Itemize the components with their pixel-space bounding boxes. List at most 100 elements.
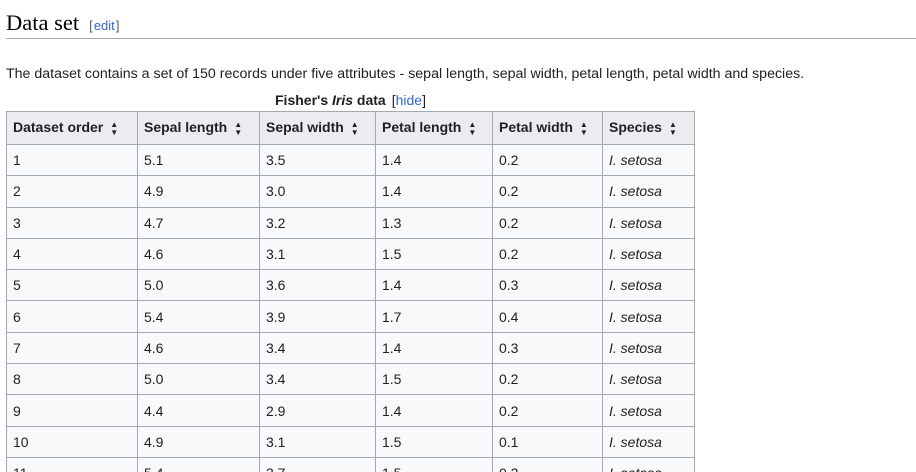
- cell-sepal-width: 3.0: [259, 175, 376, 208]
- cell-species: I. setosa: [602, 425, 695, 458]
- cell-sepal-length: 5.4: [137, 300, 260, 333]
- cell-sepal-width: 3.6: [259, 269, 376, 302]
- cell-sepal-length: 4.7: [137, 206, 260, 239]
- cell-species: I. setosa: [602, 331, 695, 365]
- cell-sepal-length: 4.6: [137, 331, 260, 365]
- column-header-sepal-length[interactable]: Sepal length ▲ ▼: [137, 111, 260, 145]
- table-row: 5 5.0 3.6 1.4 0.3 I. setosa: [6, 269, 695, 302]
- column-header-label: Petal length: [382, 119, 462, 136]
- caption-genus: Iris: [332, 92, 354, 108]
- cell-sepal-width: 2.9: [259, 394, 376, 427]
- cell-petal-width: 0.2: [492, 206, 603, 239]
- edit-link[interactable]: edit: [93, 18, 115, 33]
- cell-dataset-order: 2: [6, 175, 138, 208]
- cell-sepal-width: 3.7: [259, 456, 376, 472]
- table-row: 8 5.0 3.4 1.5 0.2 I. setosa: [6, 363, 695, 396]
- hide-toggle: [hide]: [392, 92, 426, 108]
- table-row: 6 5.4 3.9 1.7 0.4 I. setosa: [6, 300, 695, 333]
- cell-sepal-length: 5.4: [137, 456, 260, 472]
- cell-dataset-order: 9: [6, 394, 138, 427]
- cell-petal-length: 1.5: [375, 456, 493, 472]
- table-row: 4 4.6 3.1 1.5 0.2 I. setosa: [6, 237, 695, 271]
- cell-dataset-order: 6: [6, 300, 138, 333]
- table-row: 2 4.9 3.0 1.4 0.2 I. setosa: [6, 175, 695, 208]
- column-header-species[interactable]: Species ▲ ▼: [602, 111, 695, 145]
- cell-species: I. setosa: [602, 206, 695, 239]
- hide-link[interactable]: hide: [395, 92, 423, 108]
- cell-petal-width: 0.4: [492, 300, 603, 333]
- table-row: 1 5.1 3.5 1.4 0.2 I. setosa: [6, 143, 695, 177]
- cell-sepal-length: 4.6: [137, 237, 260, 271]
- cell-petal-width: 0.3: [492, 269, 603, 302]
- cell-petal-width: 0.1: [492, 425, 603, 458]
- cell-petal-width: 0.2: [492, 237, 603, 271]
- cell-species: I. setosa: [602, 269, 695, 302]
- cell-sepal-length: 5.1: [137, 143, 260, 177]
- column-header-dataset-order[interactable]: Dataset order ▲ ▼: [6, 111, 138, 145]
- table-row: 115.43.71.50.2I. setosa: [6, 456, 695, 472]
- sort-updown-icon: ▲ ▼: [579, 119, 588, 137]
- section-title: Data set: [6, 10, 80, 35]
- caption-suffix: data: [353, 92, 386, 108]
- cell-petal-width: 0.2: [492, 143, 603, 177]
- cell-sepal-length: 4.9: [137, 425, 260, 458]
- cell-sepal-length: 4.4: [137, 394, 260, 427]
- cell-petal-length: 1.4: [375, 175, 493, 208]
- hide-bracket-open: [: [391, 92, 396, 108]
- table-body: 1 5.1 3.5 1.4 0.2 I. setosa 2 4.9 3.0 1.4 0.2 I. se…: [6, 143, 695, 472]
- cell-sepal-length: 5.0: [137, 269, 260, 302]
- cell-petal-width: 0.2: [492, 175, 603, 208]
- cell-sepal-width: 3.9: [259, 300, 376, 333]
- cell-petal-length: 1.3: [375, 206, 493, 239]
- column-header-label: Sepal width: [266, 119, 344, 136]
- cell-petal-length: 1.4: [375, 143, 493, 177]
- cell-sepal-width: 3.4: [259, 331, 376, 365]
- sort-updown-icon: ▲ ▼: [668, 119, 677, 137]
- cell-dataset-order: 1: [6, 143, 138, 177]
- cell-petal-width: 0.2: [492, 394, 603, 427]
- cell-dataset-order: 3: [6, 206, 138, 239]
- cell-species: I. setosa: [602, 300, 695, 333]
- cell-sepal-width: 3.5: [259, 143, 376, 177]
- table-row: 9 4.4 2.9 1.4 0.2 I. setosa: [6, 394, 695, 427]
- column-header-label: Petal width: [499, 119, 573, 136]
- table-row: 7 4.6 3.4 1.4 0.3 I. setosa: [6, 331, 695, 365]
- cell-petal-length: 1.5: [375, 363, 493, 396]
- column-header-petal-length[interactable]: Petal length ▲ ▼: [375, 111, 493, 145]
- cell-petal-length: 1.4: [375, 331, 493, 365]
- cell-species: I. setosa: [602, 456, 695, 472]
- cell-petal-length: 1.4: [375, 394, 493, 427]
- cell-species: I. setosa: [602, 175, 695, 208]
- column-header-sepal-width[interactable]: Sepal width ▲ ▼: [259, 111, 376, 145]
- cell-sepal-width: 3.4: [259, 363, 376, 396]
- cell-species: I. setosa: [602, 143, 695, 177]
- cell-petal-width: 0.3: [492, 331, 603, 365]
- table-row: 3 4.7 3.2 1.3 0.2 I. setosa: [6, 206, 695, 239]
- iris-data-table: Dataset order ▲ ▼ Sepal length ▲ ▼ Sepal wid…: [6, 111, 695, 472]
- sort-updown-icon: ▲ ▼: [350, 119, 359, 137]
- cell-species: I. setosa: [602, 394, 695, 427]
- header-row: Dataset order ▲ ▼ Sepal length ▲ ▼ Sepal wid…: [6, 111, 695, 145]
- cell-sepal-length: 5.0: [137, 363, 260, 396]
- column-header-label: Sepal length: [144, 119, 228, 136]
- hide-bracket-close: ]: [422, 92, 426, 108]
- cell-dataset-order: 4: [6, 237, 138, 271]
- table-caption: Fisher's Iris data [hide]: [6, 90, 695, 110]
- cell-sepal-width: 3.1: [259, 425, 376, 458]
- cell-petal-length: 1.5: [375, 237, 493, 271]
- cell-sepal-width: 3.1: [259, 237, 376, 271]
- cell-dataset-order: 5: [6, 269, 138, 302]
- cell-species: I. setosa: [602, 237, 695, 271]
- table-row: 10 4.9 3.1 1.5 0.1 I. setosa: [6, 425, 695, 458]
- cell-dataset-order: 7: [6, 331, 138, 365]
- edit-bracket-close: ]: [115, 18, 120, 33]
- column-header-petal-width[interactable]: Petal width ▲ ▼: [492, 111, 603, 145]
- cell-dataset-order: 8: [6, 363, 138, 396]
- sort-updown-icon: ▲ ▼: [468, 119, 477, 137]
- edit-section: [ edit ]: [89, 18, 119, 33]
- section-heading: Data set [ edit ]: [6, 8, 916, 39]
- cell-sepal-length: 4.9: [137, 175, 260, 208]
- cell-petal-length: 1.7: [375, 300, 493, 333]
- cell-sepal-width: 3.2: [259, 206, 376, 239]
